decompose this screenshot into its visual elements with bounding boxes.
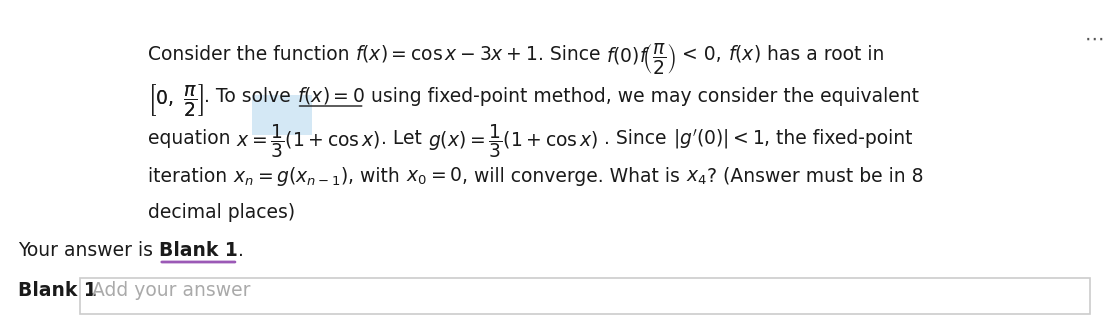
Text: $g(x) = \dfrac{1}{3}(1 + \cos x)$: $g(x) = \dfrac{1}{3}(1 + \cos x)$ [428,122,598,160]
Text: using fixed-point method, we may consider the equivalent: using fixed-point method, we may conside… [365,87,919,106]
Text: , the fixed-point: , the fixed-point [764,129,913,148]
Text: iteration: iteration [148,167,234,186]
Text: $x_n = g(x_{n-1})$: $x_n = g(x_{n-1})$ [234,165,348,188]
Text: $|g'(0)| < 1$: $|g'(0)| < 1$ [673,127,764,151]
Text: Blank 1: Blank 1 [18,281,97,300]
Text: $f(0)f\!\left(\dfrac{\pi}{2}\right)$: $f(0)f\!\left(\dfrac{\pi}{2}\right)$ [606,41,676,76]
Text: . Since: . Since [538,45,606,64]
Text: has a root in: has a root in [761,45,884,64]
Text: $x = \dfrac{1}{3}(1 + \cos x)$: $x = \dfrac{1}{3}(1 + \cos x)$ [237,122,381,160]
Text: decimal places): decimal places) [148,203,295,222]
Text: Consider the function: Consider the function [148,45,356,64]
Text: Your answer is: Your answer is [18,241,159,260]
Text: , will converge. What is: , will converge. What is [461,167,686,186]
Text: . To solve: . To solve [203,87,297,106]
Text: Add your answer: Add your answer [92,281,250,300]
Text: $f(x) = \cos x - 3x + 1$: $f(x) = \cos x - 3x + 1$ [356,44,538,64]
Text: .: . [238,241,244,260]
Text: , with: , with [348,167,406,186]
Text: < 0,: < 0, [676,45,728,64]
Text: $x_0 = 0$: $x_0 = 0$ [406,166,461,187]
Text: ⋯: ⋯ [1085,30,1104,49]
Text: Blank 1: Blank 1 [159,241,238,260]
Text: $f(x)$: $f(x)$ [728,44,761,64]
Text: . Since: . Since [598,129,673,148]
Text: $\left[0,\ \dfrac{\pi}{2}\right]$: $\left[0,\ \dfrac{\pi}{2}\right]$ [148,82,203,118]
Text: ? (Answer must be in 8: ? (Answer must be in 8 [707,167,923,186]
Text: $f(x) = 0$: $f(x) = 0$ [297,85,365,107]
Text: equation: equation [148,129,237,148]
Text: $\left[0,\ \dfrac{\pi}{2}\right]$: $\left[0,\ \dfrac{\pi}{2}\right]$ [148,82,203,118]
FancyBboxPatch shape [80,278,1090,314]
Text: $x_4$: $x_4$ [686,169,707,187]
Text: . Let: . Let [381,129,428,148]
